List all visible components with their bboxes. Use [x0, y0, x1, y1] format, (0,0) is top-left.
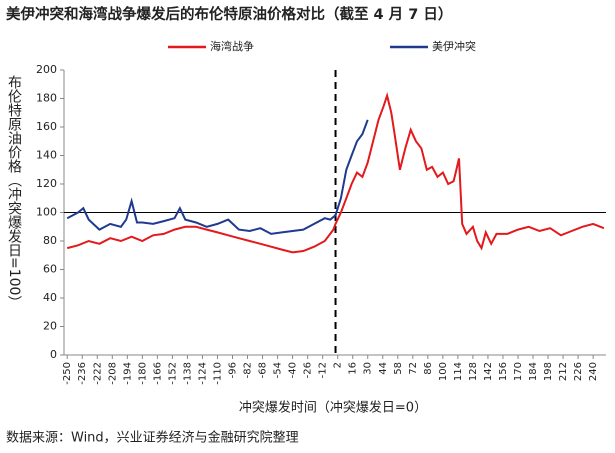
x-tick-label: 100 [438, 362, 449, 381]
x-tick-label: 198 [543, 362, 554, 381]
x-tick-label: 170 [513, 362, 524, 381]
x-tick-label: 72 [408, 362, 419, 375]
y-tick-label: 20 [43, 320, 57, 333]
x-tick-label: 2 [333, 362, 344, 368]
x-tick-label: -138 [182, 362, 193, 385]
y-tick-label: 140 [36, 149, 57, 162]
y-tick-label: 100 [36, 206, 57, 219]
x-tick-label: -110 [212, 362, 223, 385]
x-tick-label: 58 [393, 362, 404, 375]
y-tick-label: 180 [36, 92, 57, 105]
x-tick-label: 30 [363, 362, 374, 375]
x-tick-label: -250 [62, 362, 73, 385]
y-tick-label: 120 [36, 177, 57, 190]
y-tick-label: 160 [36, 120, 57, 133]
x-tick-label: -180 [137, 362, 148, 385]
y-axis-label: 布伦特原油价格（冲突爆发日=100） [6, 75, 22, 309]
x-tick-label: 114 [453, 362, 464, 381]
x-tick-label: -152 [167, 362, 178, 385]
y-tick-label: 200 [36, 63, 57, 76]
x-tick-label: 226 [573, 362, 584, 381]
x-tick-label: 184 [528, 362, 539, 381]
y-tick-label: 80 [43, 234, 57, 247]
x-tick-label: -12 [318, 362, 329, 378]
x-tick-label: 156 [498, 362, 509, 381]
x-tick-label: -124 [197, 362, 208, 385]
x-tick-label: -194 [122, 362, 133, 385]
x-tick-label: 128 [468, 362, 479, 381]
x-tick-label: 44 [378, 362, 389, 375]
y-tick-label: 60 [43, 263, 57, 276]
x-tick-label: -82 [243, 362, 254, 378]
x-axis-label: 冲突爆发时间（冲突爆发日=0） [239, 400, 427, 416]
y-tick-label: 40 [43, 291, 57, 304]
series-line [66, 119, 369, 235]
legend-label: 海湾战争 [210, 39, 254, 53]
legend-label: 美伊冲突 [432, 39, 476, 53]
x-tick-label: -222 [92, 362, 103, 385]
x-tick-label: 240 [588, 362, 599, 381]
x-tick-label: 142 [483, 362, 494, 381]
x-tick-label: 212 [558, 362, 569, 381]
x-tick-label: -40 [288, 362, 299, 378]
x-tick-label: -166 [152, 362, 163, 385]
x-tick-label: 86 [423, 362, 434, 375]
x-tick-label: -26 [303, 362, 314, 378]
chart-title: 美伊冲突和海湾战争爆发后的布伦特原油价格对比（截至 4 月 7 日） [6, 5, 452, 23]
x-tick-label: -208 [107, 362, 118, 385]
y-tick-label: 0 [50, 348, 57, 361]
x-tick-label: -236 [77, 362, 88, 385]
source: 数据来源：Wind，兴业证券经济与金融研究院整理 [6, 430, 299, 446]
x-tick-label: -96 [228, 362, 239, 378]
x-tick-label: -68 [258, 362, 269, 378]
x-tick-label: 16 [348, 362, 359, 375]
series-line [66, 91, 605, 254]
x-tick-label: -54 [273, 362, 284, 378]
